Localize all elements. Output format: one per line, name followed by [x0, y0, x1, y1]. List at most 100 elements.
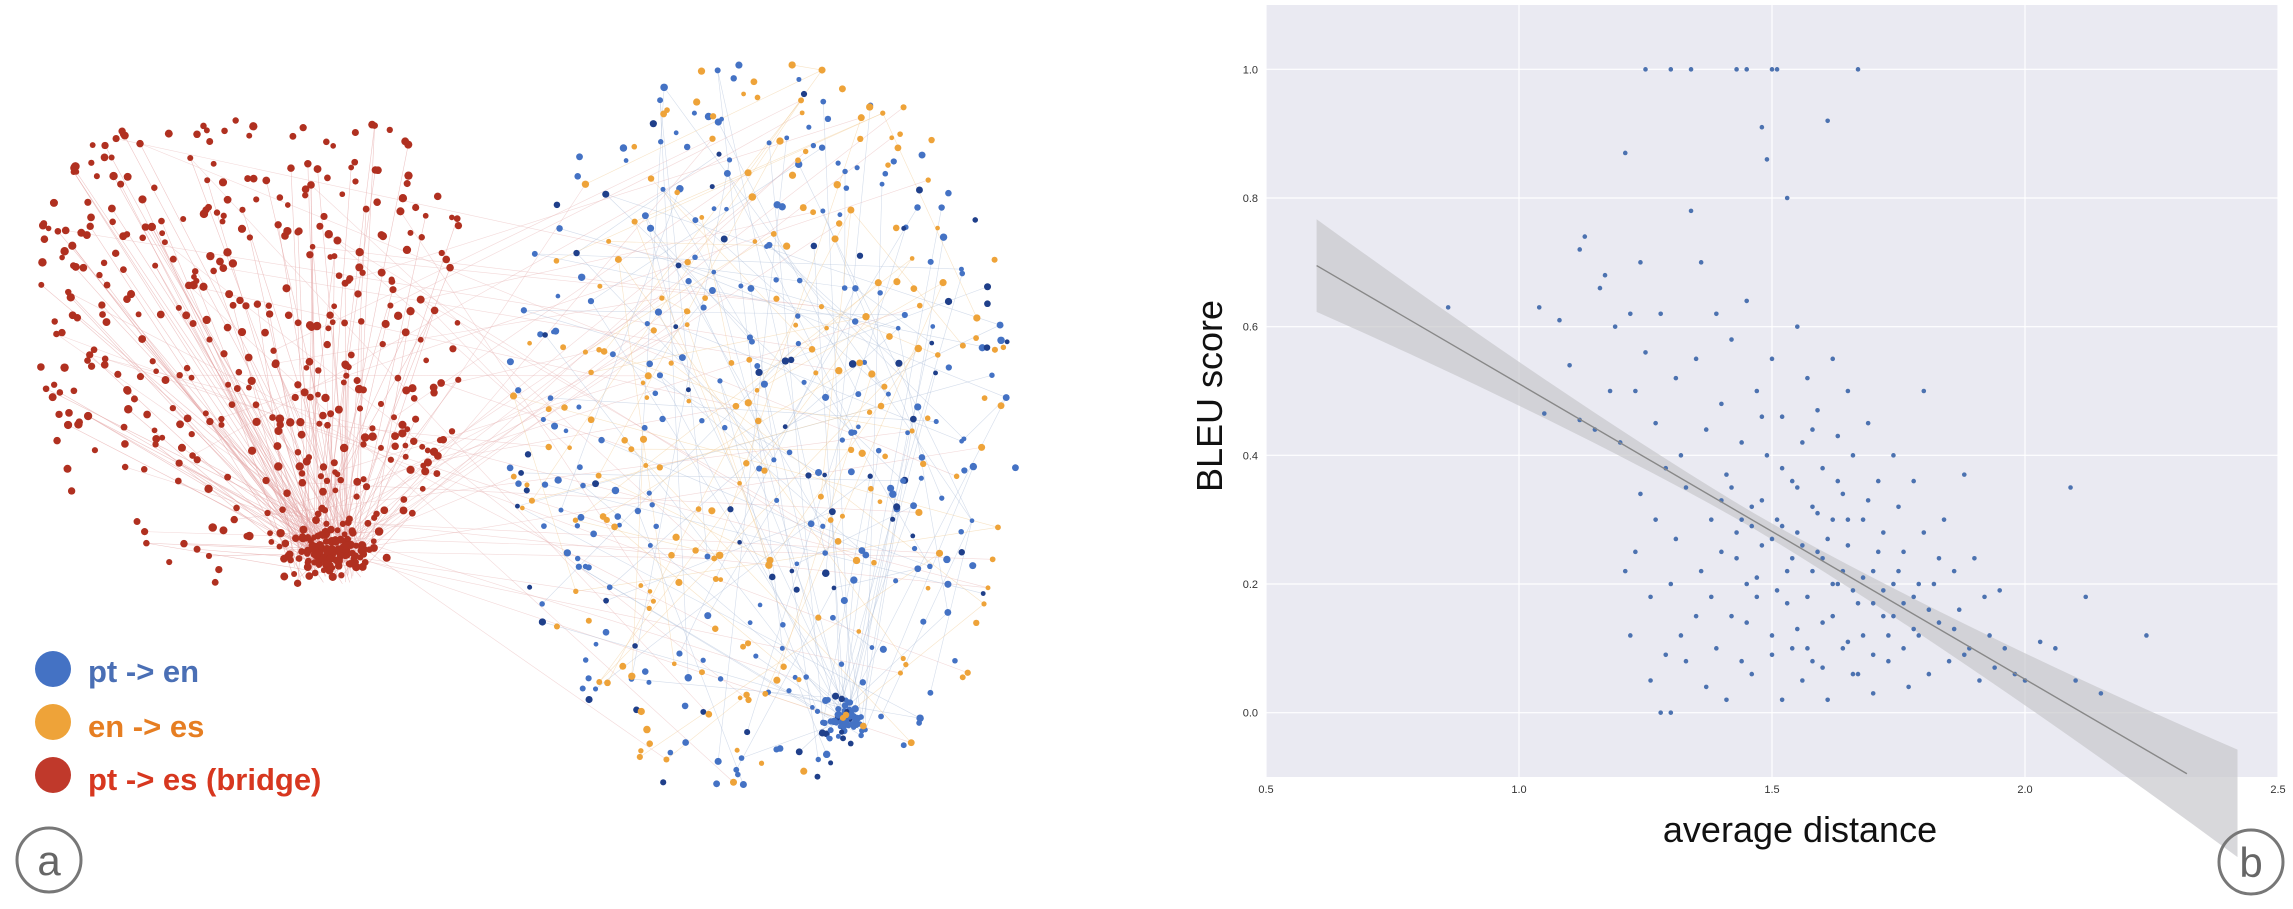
point-pt-en [646, 361, 653, 368]
point-pt-es-bridge [352, 178, 358, 184]
point-pt-en [679, 354, 686, 361]
data-point [1962, 652, 1967, 657]
point-pt-en [668, 750, 674, 756]
point-pt-es-bridge [204, 485, 212, 493]
data-point [1765, 453, 1770, 458]
point-pt-en [610, 351, 616, 357]
point-pt-es-bridge [247, 234, 253, 240]
point-pt-es-bridge [187, 155, 193, 161]
point-pt-es-bridge [455, 377, 461, 383]
point-en-es [600, 513, 607, 520]
point-pt-es-bridge [306, 454, 312, 460]
edge-cross [390, 100, 801, 305]
point-pt-es-bridge [192, 268, 199, 275]
point-pt-es-bridge [239, 207, 245, 213]
data-point [1911, 595, 1916, 600]
data-point [1744, 620, 1749, 625]
point-pt-es-bridge [71, 387, 78, 394]
point-pt-es-bridge [331, 253, 337, 259]
point-pt-en [624, 158, 629, 163]
data-point [1638, 260, 1643, 265]
point-pt-es-bridge [402, 328, 410, 336]
point-pt-en [692, 254, 698, 260]
point-pt-es-bridge [124, 173, 132, 181]
point-en-es [915, 345, 922, 352]
data-point [1775, 517, 1780, 522]
point-pt-es-bridge [343, 373, 349, 379]
point-pt-en [811, 143, 816, 148]
point-pt-es-bridge [335, 406, 343, 414]
edge-cross [193, 113, 803, 456]
point-pt-es-bridge [152, 427, 158, 433]
point-pt-en [755, 369, 762, 376]
point-en-es [886, 333, 893, 340]
point-en-es [710, 113, 716, 119]
point-pt-en [808, 520, 815, 527]
point-pt-en [882, 171, 888, 177]
point-pt-en [857, 253, 863, 259]
point-pt-es-bridge [373, 198, 381, 206]
point-pt-en [916, 187, 923, 194]
data-point [1780, 466, 1785, 471]
data-point [1871, 569, 1876, 574]
point-pt-en [554, 202, 561, 209]
point-pt-es-bridge [419, 234, 425, 240]
point-pt-en [910, 533, 915, 538]
point-pt-en [810, 705, 815, 710]
point-pt-es-bridge [331, 303, 337, 309]
point-pt-es-bridge [307, 394, 314, 401]
point-pt-es-bridge [412, 416, 419, 423]
x-tick-label: 0.5 [1258, 784, 1273, 796]
point-pt-en [724, 170, 731, 177]
point-pt-en [783, 424, 788, 429]
data-point [1760, 125, 1765, 130]
point-pt-es-bridge [311, 535, 317, 541]
data-point [1942, 517, 1947, 522]
point-pt-en [653, 524, 659, 530]
point-en-es [647, 606, 652, 611]
data-point [1557, 318, 1562, 323]
point-en-es [911, 285, 918, 292]
point-en-es [835, 367, 842, 374]
point-en-es [897, 131, 903, 137]
point-pt-es-bridge [341, 319, 348, 326]
data-point [1689, 209, 1694, 214]
point-pt-en [673, 324, 678, 329]
point-pt-en [825, 116, 831, 122]
point-pt-es-bridge [299, 470, 306, 477]
point-pt-en [718, 676, 723, 681]
point-en-es [878, 403, 885, 410]
point-en-es [713, 576, 719, 582]
point-pt-es-bridge [96, 272, 102, 278]
point-pt-en [521, 307, 527, 313]
data-point [1643, 67, 1648, 72]
point-pt-es-bridge [84, 357, 91, 364]
point-pt-es-bridge [306, 321, 314, 329]
point-en-es [868, 486, 874, 492]
point-pt-es-bridge [55, 228, 62, 235]
data-point [1861, 517, 1866, 522]
point-pt-es-bridge [363, 483, 370, 490]
data-point [1856, 601, 1861, 606]
point-en-es [978, 444, 985, 451]
data-point [1744, 67, 1749, 72]
point-pt-es-bridge [114, 371, 121, 378]
point-pt-en [676, 262, 682, 268]
point-en-es [783, 243, 790, 250]
point-pt-es-bridge [296, 462, 304, 470]
point-en-es [672, 534, 679, 541]
data-point [1795, 485, 1800, 490]
point-pt-es-bridge [77, 229, 85, 237]
point-pt-es-bridge [400, 496, 407, 503]
point-pt-en [642, 212, 649, 219]
point-pt-en [945, 190, 952, 197]
point-pt-en [590, 531, 597, 538]
data-point [1987, 633, 1992, 638]
point-pt-es-bridge [112, 250, 119, 257]
data-point [1765, 157, 1770, 162]
point-en-es [730, 779, 737, 786]
point-pt-en [837, 212, 842, 217]
data-point [1896, 505, 1901, 510]
data-point [1856, 67, 1861, 72]
point-pt-es-bridge [307, 181, 315, 189]
